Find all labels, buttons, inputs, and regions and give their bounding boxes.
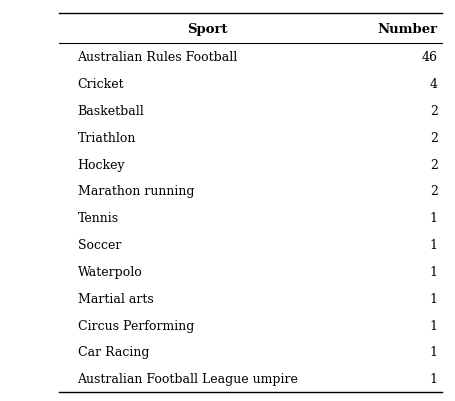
Text: Basketball: Basketball: [77, 105, 144, 117]
Text: Martial arts: Martial arts: [77, 292, 153, 305]
Text: 1: 1: [429, 372, 437, 385]
Text: Australian Rules Football: Australian Rules Football: [77, 51, 237, 64]
Text: 1: 1: [429, 319, 437, 332]
Text: 1: 1: [429, 239, 437, 251]
Text: Soccer: Soccer: [77, 239, 121, 251]
Text: Hockey: Hockey: [77, 158, 125, 171]
Text: 1: 1: [429, 265, 437, 278]
Text: Cricket: Cricket: [77, 78, 124, 91]
Text: 1: 1: [429, 346, 437, 358]
Text: Number: Number: [377, 22, 437, 36]
Text: Waterpolo: Waterpolo: [77, 265, 142, 278]
Text: Circus Performing: Circus Performing: [77, 319, 193, 332]
Text: 2: 2: [429, 132, 437, 144]
Text: 1: 1: [429, 212, 437, 225]
Text: 1: 1: [429, 292, 437, 305]
Text: Sport: Sport: [187, 22, 227, 36]
Text: Australian Football League umpire: Australian Football League umpire: [77, 372, 298, 385]
Text: 2: 2: [429, 105, 437, 117]
Text: 46: 46: [421, 51, 437, 64]
Text: 2: 2: [429, 158, 437, 171]
Text: 2: 2: [429, 185, 437, 198]
Text: Marathon running: Marathon running: [77, 185, 193, 198]
Text: Triathlon: Triathlon: [77, 132, 136, 144]
Text: Car Racing: Car Racing: [77, 346, 149, 358]
Text: 4: 4: [429, 78, 437, 91]
Text: Tennis: Tennis: [77, 212, 118, 225]
